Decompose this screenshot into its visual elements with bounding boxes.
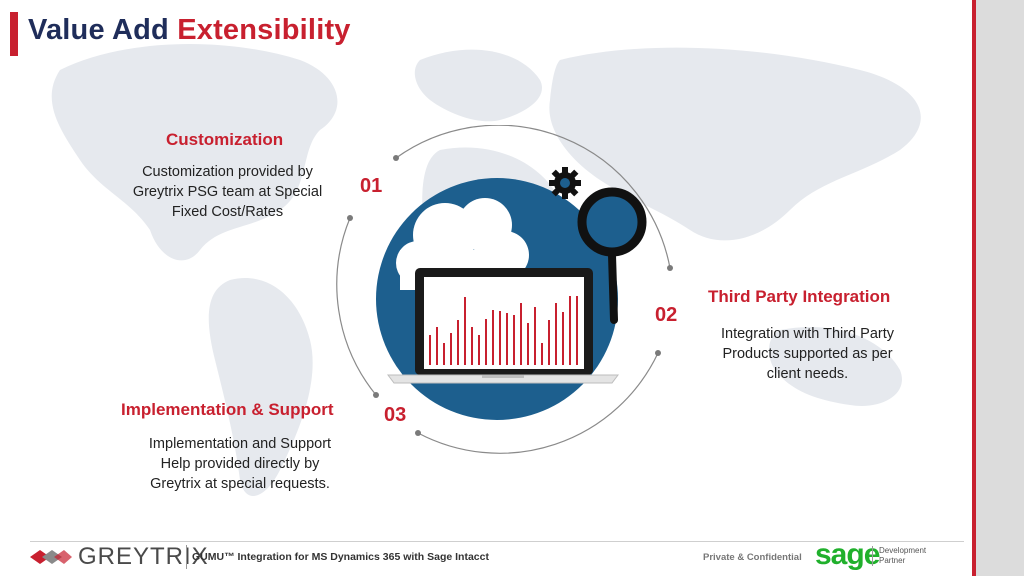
- customization-line-1: Customization provided by: [142, 164, 313, 180]
- customization-heading: Customization: [166, 130, 284, 149]
- slide: Value Add Extensibility: [10, 12, 964, 571]
- connector-dots: [347, 155, 673, 436]
- title-accent: Extensibility: [177, 14, 351, 46]
- number-03: 03: [384, 404, 407, 426]
- implementation-description: Implementation and Support Help provided…: [130, 434, 350, 494]
- implementation-line-1: Implementation and Support: [148, 436, 332, 452]
- central-illustration: [336, 125, 673, 454]
- development-partner-label: Development Partner: [872, 546, 926, 566]
- third-party-line-1: Integration with Third Party: [720, 326, 894, 342]
- magnifier-icon: [577, 187, 647, 324]
- title-accent-bar: [10, 12, 18, 56]
- bar-chart-icon: [429, 296, 578, 365]
- sage-logo: sage: [815, 538, 880, 571]
- greytrix-logo-icon: [30, 550, 72, 564]
- confidential-label: Private & Confidential: [703, 552, 802, 563]
- implementation-line-2: Help provided directly by: [160, 456, 320, 472]
- customization-line-3: Fixed Cost/Rates: [171, 204, 284, 220]
- partner-line-2: Partner: [879, 556, 906, 565]
- implementation-line-3: Greytrix at special requests.: [150, 476, 330, 492]
- number-01: 01: [360, 175, 383, 197]
- third-party-heading: Third Party Integration: [708, 287, 891, 306]
- greytrix-brand: GREYTRIX: [78, 543, 209, 570]
- customization-description: Customization provided by Greytrix PSG t…: [120, 162, 335, 222]
- footer-divider: [30, 541, 964, 542]
- footer-tagline: GUMU™ Integration for MS Dynamics 365 wi…: [192, 551, 489, 563]
- third-party-line-3: client needs.: [766, 366, 849, 382]
- connector-arcs: [336, 125, 671, 454]
- number-02: 02: [655, 304, 678, 326]
- gear-icon: [549, 167, 581, 199]
- third-party-line-2: Products supported as per: [722, 346, 893, 362]
- third-party-description: Integration with Third Party Products su…: [700, 324, 915, 384]
- right-sidebar: [972, 0, 1024, 576]
- partner-line-1: Development: [879, 546, 927, 555]
- page-title: Value Add Extensibility: [28, 14, 351, 47]
- customization-line-2: Greytrix PSG team at Special: [132, 184, 323, 200]
- laptop-icon: [387, 268, 619, 384]
- title-main: Value Add: [28, 14, 169, 46]
- footer-separator: [186, 545, 187, 569]
- implementation-heading: Implementation & Support: [121, 400, 334, 419]
